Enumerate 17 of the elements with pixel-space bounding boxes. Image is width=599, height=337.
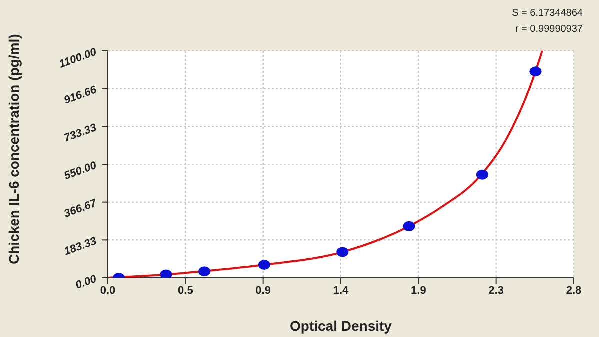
y-tick-label: 0.00 [74, 273, 100, 292]
x-tick-label: 1.4 [333, 284, 350, 297]
x-axis-title: Optical Density [290, 318, 392, 334]
x-tick-label: 2.8 [566, 284, 582, 297]
y-tick-label: 366.67 [62, 197, 100, 220]
text: S = 6.17344864 [512, 7, 583, 21]
y-tick-label: 733.33 [62, 122, 98, 145]
y-axis-title: Chicken IL-6 concentration (pg/ml) [6, 34, 22, 264]
text: r = 0.99990937 [514, 23, 583, 37]
x-tick-label: 2.3 [488, 284, 504, 297]
x-tick-label: 0.5 [178, 284, 194, 297]
x-tick-label: 0.9 [256, 284, 271, 297]
y-tick-label: 550.00 [62, 160, 100, 183]
y-tick-label: 183.33 [62, 235, 98, 258]
y-tick-label: 916.66 [62, 84, 100, 107]
x-tick-label: 1.9 [411, 284, 426, 297]
x-tick-label: 0.0 [100, 284, 116, 297]
